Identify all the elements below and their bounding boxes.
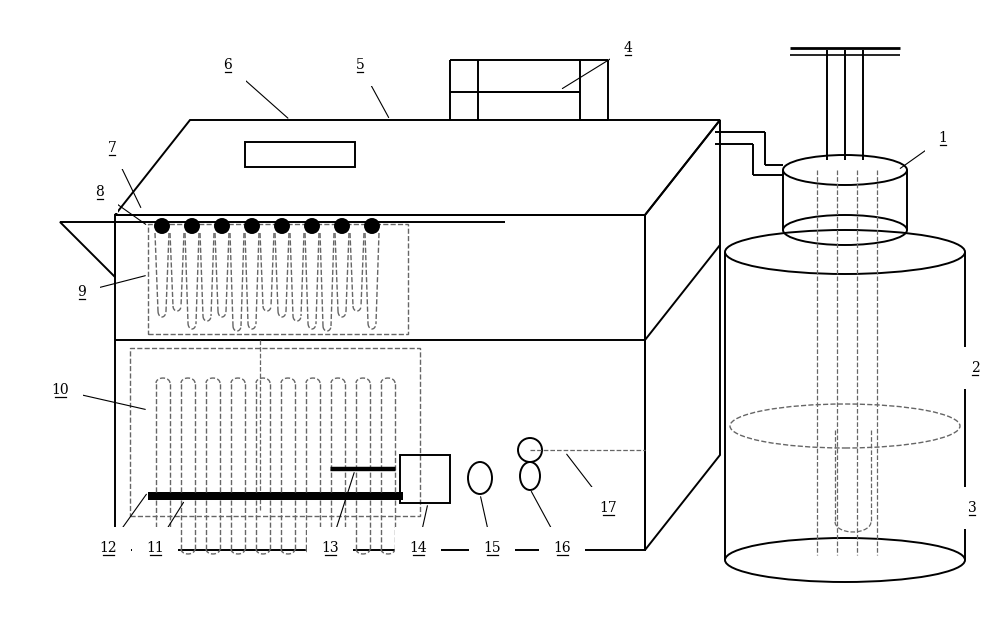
Bar — [130, 348, 420, 516]
Text: 9: 9 — [78, 285, 86, 299]
Text: 6: 6 — [224, 58, 232, 72]
Text: 16: 16 — [553, 541, 571, 555]
Text: 8: 8 — [96, 185, 104, 199]
Circle shape — [245, 219, 259, 233]
Text: 12: 12 — [99, 541, 117, 555]
Circle shape — [185, 219, 199, 233]
Bar — [115, 215, 645, 550]
Circle shape — [365, 219, 379, 233]
Circle shape — [155, 219, 169, 233]
Circle shape — [215, 219, 229, 233]
Text: 14: 14 — [409, 541, 427, 555]
Text: 15: 15 — [483, 541, 501, 555]
Text: 4: 4 — [624, 41, 632, 55]
Circle shape — [335, 219, 349, 233]
Text: 1: 1 — [939, 131, 947, 145]
Text: 2: 2 — [971, 361, 979, 375]
Bar — [245, 142, 355, 167]
Text: 11: 11 — [146, 541, 164, 555]
Circle shape — [275, 219, 289, 233]
Text: 5: 5 — [356, 58, 364, 72]
Bar — [148, 224, 408, 334]
Text: 13: 13 — [321, 541, 339, 555]
Circle shape — [305, 219, 319, 233]
Text: 10: 10 — [51, 383, 69, 397]
Text: 17: 17 — [599, 501, 617, 515]
Text: 3: 3 — [968, 501, 976, 515]
Text: 7: 7 — [108, 141, 116, 155]
Bar — [148, 492, 403, 500]
Bar — [400, 455, 450, 503]
